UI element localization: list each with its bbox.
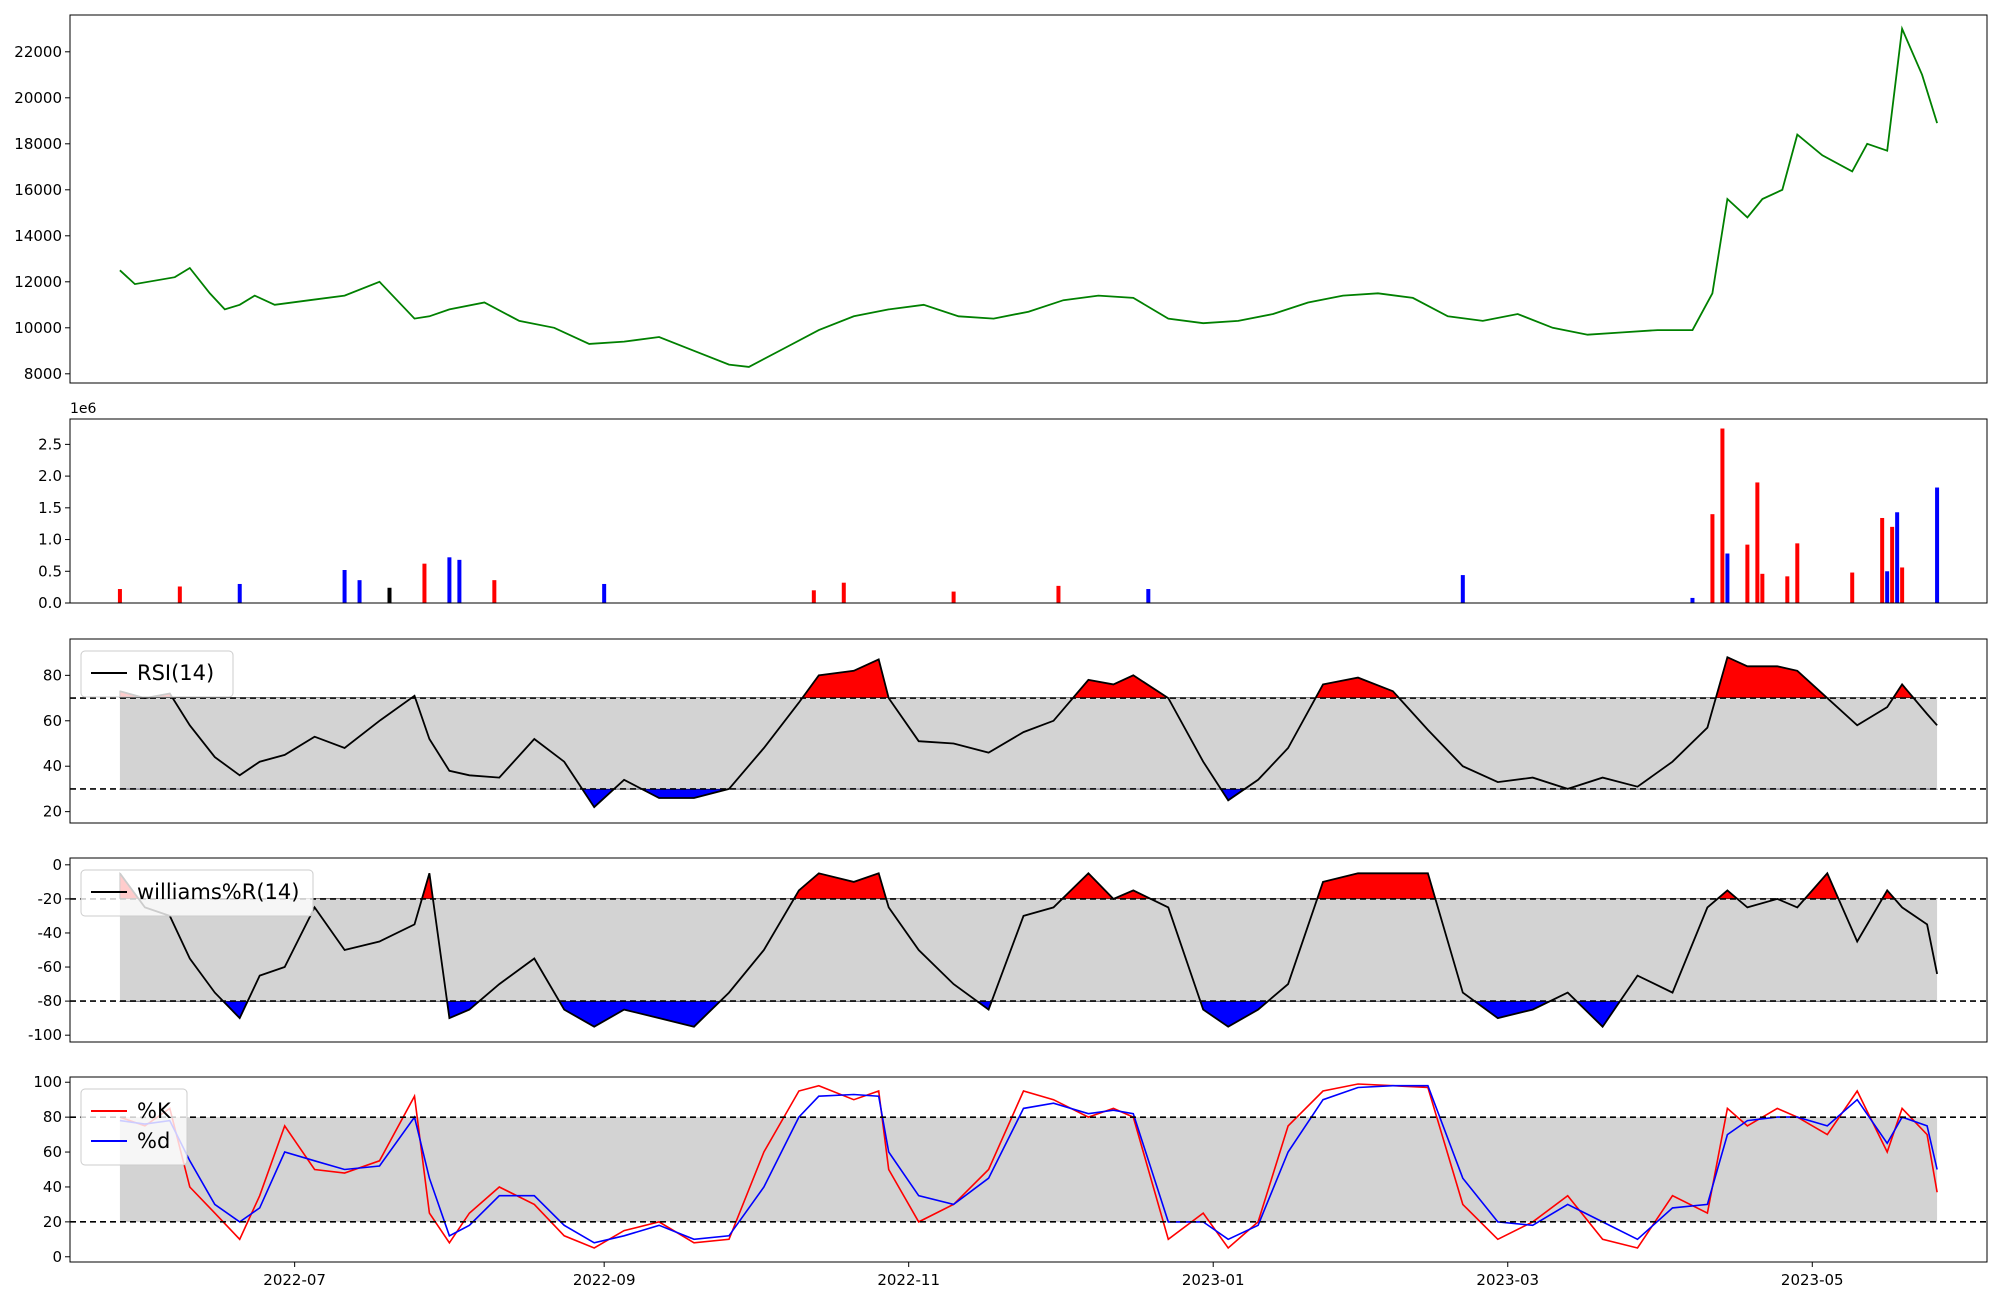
y-tick-label: 0.5: [38, 562, 62, 580]
y-tick-label: 20000: [14, 89, 62, 107]
legend-label: williams%R(14): [137, 880, 299, 904]
volume-bar: [1900, 567, 1905, 603]
volume-bar: [387, 587, 392, 603]
volume-bar: [422, 563, 427, 603]
volume-bar: [342, 570, 347, 603]
volume-bar: [457, 559, 462, 603]
neutral-band: [119, 898, 1938, 1002]
y-tick-label: -80: [38, 992, 63, 1010]
oscillator-line: [119, 655, 1938, 809]
y-tick-label: 2.0: [38, 467, 62, 485]
y-tick-label: 10000: [14, 319, 62, 337]
y-tick-label: 2.5: [38, 435, 62, 453]
volume-bar: [492, 580, 497, 603]
y-tick-label: 14000: [14, 227, 62, 245]
volume-bar: [1890, 526, 1895, 603]
y-tick-label: 80: [43, 666, 62, 684]
panel-frame: [69, 14, 1988, 384]
x-tick-label: 2022-07: [263, 1271, 326, 1289]
volume-bar: [177, 586, 182, 603]
volume-bar: [357, 580, 362, 603]
oversold-fill: [119, 1001, 1938, 1028]
y-tick-label: 40: [43, 1178, 62, 1196]
legend-box: [80, 650, 234, 698]
volume-bar: [1760, 573, 1765, 603]
volume-bar: [1895, 512, 1900, 603]
legend-label: RSI(14): [137, 661, 214, 685]
y-tick-label: 1.0: [38, 531, 62, 549]
volume-bar: [602, 583, 607, 603]
volume-bar: [951, 591, 956, 603]
volume-bar: [1720, 428, 1725, 603]
y-tick-label: 1.5: [38, 499, 62, 517]
volume-bar: [1460, 575, 1465, 603]
y-tick-label: 8000: [24, 365, 62, 383]
volume-bar: [1755, 482, 1760, 603]
y-tick-label: -20: [38, 890, 63, 908]
volume-bar: [841, 582, 846, 603]
volume-bar: [811, 590, 816, 603]
y-tick-label: 40: [43, 757, 62, 775]
panel-frame: [69, 418, 1988, 604]
y-tick-label: 80: [43, 1108, 62, 1126]
y-tick-label: -60: [38, 958, 63, 976]
y-tick-label: 60: [43, 1143, 62, 1161]
y-tick-label: 60: [43, 712, 62, 730]
y-tick-label: 12000: [14, 273, 62, 291]
volume-bar: [237, 583, 242, 603]
volume-bar: [1710, 514, 1715, 603]
x-tick-label: 2022-11: [877, 1271, 940, 1289]
neutral-band: [119, 1117, 1938, 1222]
volume-bar: [1850, 572, 1855, 603]
volume-bar: [1935, 487, 1940, 603]
volume-bar: [117, 589, 122, 603]
oscillator-line-%K: [119, 1083, 1938, 1250]
y-tick-label: 18000: [14, 135, 62, 153]
y-tick-label: 100: [33, 1073, 62, 1091]
legend-label: %d: [137, 1129, 170, 1153]
volume-bar: [1146, 589, 1151, 603]
oscillator-line: [119, 871, 1938, 1029]
volume-bar: [1725, 553, 1730, 603]
oscillator-line-%d: [119, 1084, 1938, 1244]
y-tick-label: 0.0: [38, 594, 62, 612]
panel-frame: [69, 857, 1988, 1043]
volume-bar: [1745, 544, 1750, 603]
y-tick-label: -100: [28, 1026, 62, 1044]
x-tick-label: 2023-01: [1182, 1271, 1245, 1289]
volume-bar: [1690, 597, 1695, 603]
legend-box: [80, 1088, 188, 1166]
y-tick-label: 20: [43, 803, 62, 821]
volume-bar: [1885, 571, 1890, 603]
axis-offset-label: 1e6: [70, 401, 97, 417]
price-line: [119, 25, 1938, 368]
volume-bar: [1785, 576, 1790, 603]
legend-box: [80, 869, 314, 917]
volume-bar: [1795, 543, 1800, 603]
panel-frame: [69, 1076, 1988, 1263]
y-tick-label: 16000: [14, 181, 62, 199]
neutral-band: [119, 698, 1938, 789]
x-tick-label: 2023-03: [1476, 1271, 1539, 1289]
panel-frame: [69, 638, 1988, 824]
x-tick-label: 2023-05: [1781, 1271, 1844, 1289]
volume-bar: [447, 557, 452, 603]
y-tick-label: 0: [52, 856, 62, 874]
legend-label: %K: [137, 1099, 172, 1123]
y-tick-label: -40: [38, 924, 63, 942]
y-tick-label: 20: [43, 1213, 62, 1231]
y-tick-label: 22000: [14, 43, 62, 61]
y-tick-label: 0: [52, 1248, 62, 1266]
volume-bar: [1056, 585, 1061, 603]
volume-bar: [1880, 517, 1885, 603]
x-tick-label: 2022-09: [573, 1271, 636, 1289]
